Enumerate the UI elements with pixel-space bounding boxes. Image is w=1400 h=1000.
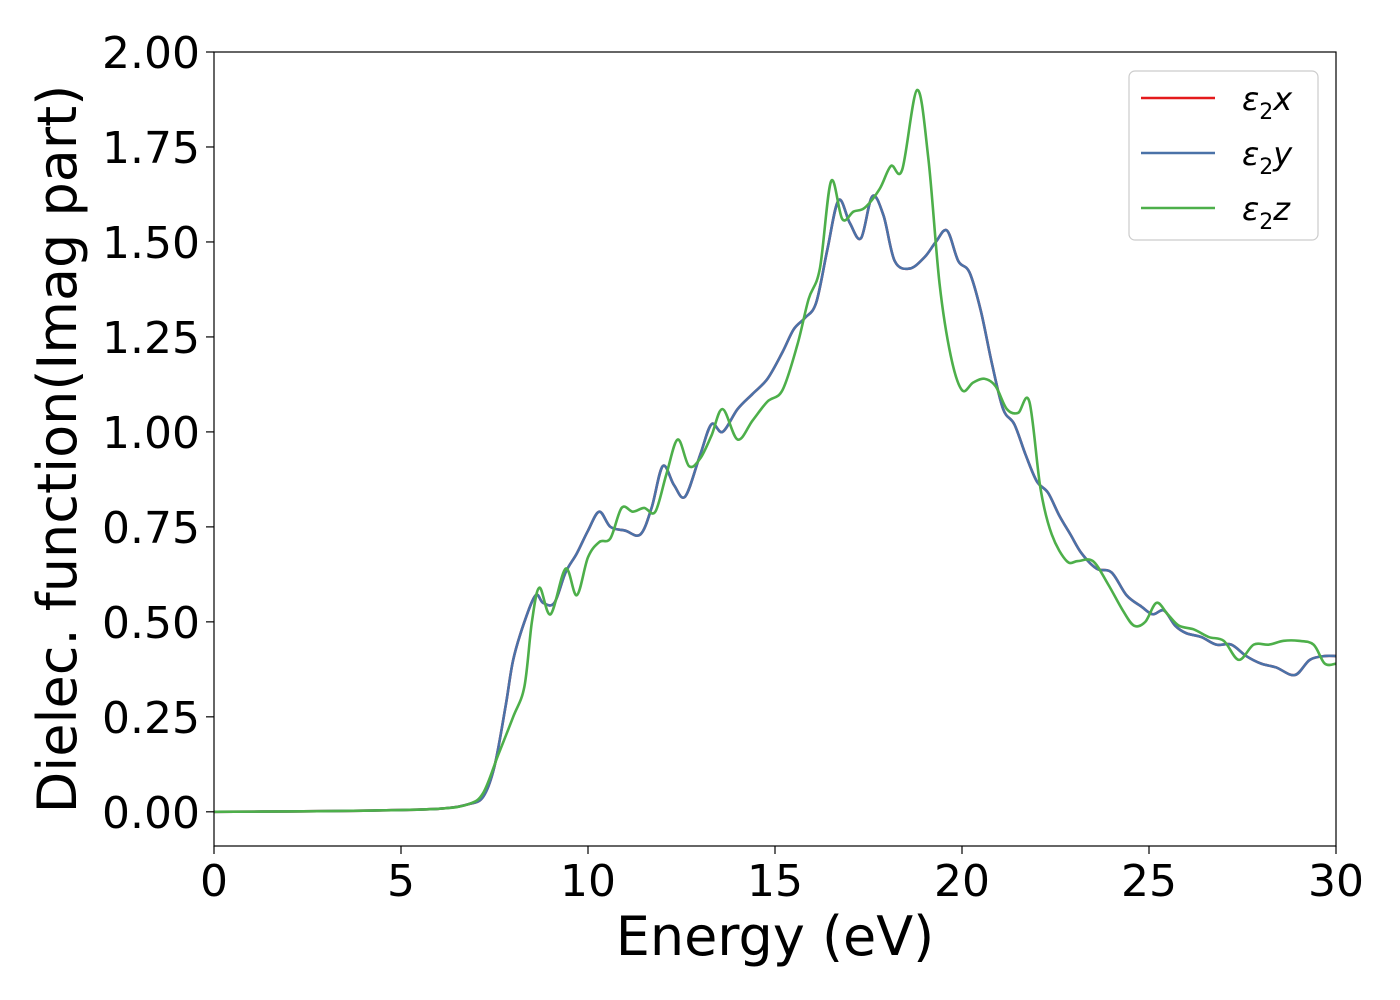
legend-label-x: ε2x bbox=[1242, 80, 1293, 125]
x-axis-title: Energy (eV) bbox=[616, 905, 935, 968]
legend-label-subscript: 2 bbox=[1259, 155, 1273, 180]
series-line-z bbox=[214, 88, 1336, 814]
x-tick-label: 0 bbox=[200, 856, 228, 907]
series-line-y bbox=[214, 194, 1336, 814]
y-tick-label: 1.75 bbox=[102, 123, 200, 174]
y-axis-title: Dielec. function(Imag part) bbox=[26, 85, 89, 814]
x-tick-label: 25 bbox=[1121, 856, 1177, 907]
y-tick-label: 0.25 bbox=[102, 693, 200, 744]
legend-label-base: ε bbox=[1242, 135, 1259, 173]
x-axis: 0 5 10 15 20 25 30 bbox=[200, 846, 1364, 907]
legend-label-y: ε2y bbox=[1242, 135, 1293, 180]
y-tick-label: 2.00 bbox=[102, 28, 200, 79]
y-axis: 0.00 0.25 0.50 0.75 1.00 1.25 1.50 1.75 2.00 bbox=[102, 28, 214, 839]
series-line-x bbox=[214, 194, 1336, 814]
y-tick-label: 0.75 bbox=[102, 503, 200, 554]
legend-label-suffix: z bbox=[1272, 190, 1291, 228]
y-tick-label: 1.00 bbox=[102, 408, 200, 459]
x-tick-label: 20 bbox=[934, 856, 990, 907]
legend-label-subscript: 2 bbox=[1259, 100, 1273, 125]
x-tick-label: 5 bbox=[387, 856, 415, 907]
y-tick-label: 0.00 bbox=[102, 788, 200, 839]
x-tick-label: 30 bbox=[1308, 856, 1364, 907]
legend-frame bbox=[1128, 70, 1319, 241]
y-tick-label: 1.50 bbox=[102, 218, 200, 269]
legend-label-z: ε2z bbox=[1242, 190, 1291, 235]
legend-label-subscript: 2 bbox=[1259, 210, 1273, 235]
y-tick-label: 0.50 bbox=[102, 598, 200, 649]
legend-label-suffix: x bbox=[1272, 80, 1293, 118]
x-tick-label: 15 bbox=[747, 856, 803, 907]
legend-label-suffix: y bbox=[1272, 135, 1293, 173]
legend-label-base: ε bbox=[1242, 80, 1259, 118]
legend-label-base: ε bbox=[1242, 190, 1259, 228]
series-layer bbox=[214, 88, 1336, 814]
y-tick-label: 1.25 bbox=[102, 313, 200, 364]
x-tick-label: 10 bbox=[560, 856, 616, 907]
